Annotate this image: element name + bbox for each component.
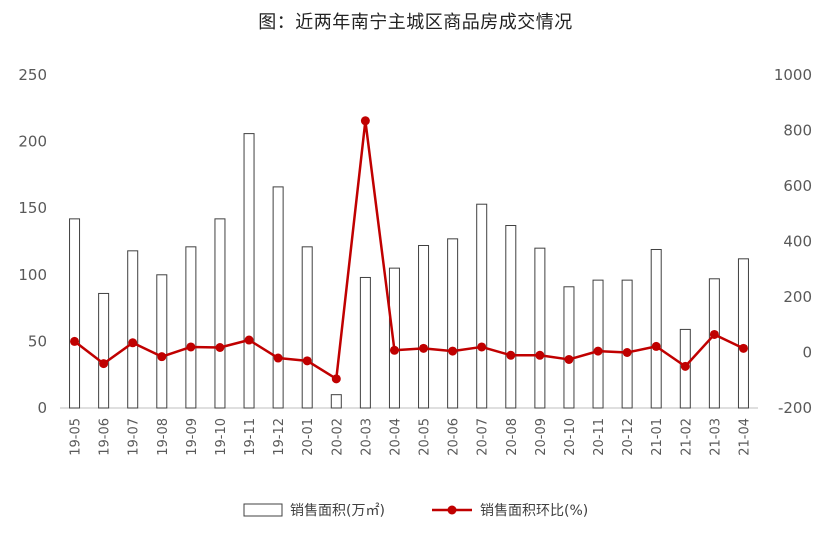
bar-21-04	[737, 258, 749, 409]
y-right-tick-label: 200	[783, 288, 812, 306]
bar-19-05	[69, 218, 81, 409]
bar-20-08	[505, 225, 517, 409]
bar-19-08	[156, 274, 168, 409]
line-point-21-01	[651, 341, 661, 351]
line-point-20-01	[302, 356, 312, 366]
y-right-tick-label: 800	[783, 122, 812, 140]
line-point-20-08	[506, 350, 516, 360]
line-point-20-03	[360, 116, 370, 126]
bar-20-11	[592, 279, 604, 409]
y-right-tick-label: 1000	[774, 66, 812, 84]
x-tick-label: 20-04	[388, 418, 403, 456]
line-point-20-09	[535, 350, 545, 360]
x-tick-label: 20-07	[476, 418, 491, 456]
x-tick-label: 21-02	[679, 418, 694, 456]
x-tick-label: 20-01	[301, 418, 316, 456]
x-tick-label: 20-06	[447, 418, 462, 456]
bar-19-06	[98, 292, 110, 409]
bar-19-07	[127, 250, 139, 409]
bar-20-06	[447, 238, 459, 409]
x-tick-label: 19-11	[243, 418, 258, 456]
y-right-tick-label: 400	[783, 233, 812, 251]
line-point-19-10	[215, 343, 225, 353]
bar-20-09	[534, 247, 546, 409]
x-tick-label: 19-09	[185, 418, 200, 456]
line-point-19-07	[128, 338, 138, 348]
x-tick-label: 19-08	[156, 418, 171, 456]
bar-20-02	[330, 394, 342, 409]
line-point-20-05	[419, 343, 429, 353]
line-point-19-11	[244, 335, 254, 345]
y-left-tick-label: 100	[18, 266, 47, 284]
bar-19-09	[185, 246, 197, 409]
line-point-19-08	[157, 352, 167, 362]
line-point-20-02	[331, 374, 341, 384]
x-tick-label: 19-12	[272, 418, 287, 456]
y-left-tick-label: 150	[18, 199, 47, 217]
legend-line-marker	[447, 505, 457, 515]
x-tick-label: 21-04	[737, 418, 752, 456]
y-right-tick-label: 0	[802, 344, 812, 362]
x-tick-label: 20-12	[621, 418, 636, 456]
line-point-21-03	[709, 329, 719, 339]
y-right-tick-label: -200	[778, 399, 812, 417]
bar-20-07	[476, 203, 488, 409]
x-tick-label: 19-10	[214, 418, 229, 456]
x-tick-label: 20-11	[592, 418, 607, 456]
x-tick-label: 19-06	[98, 418, 113, 456]
bar-19-11	[243, 133, 255, 409]
y-left-tick-label: 200	[18, 133, 47, 151]
bar-20-04	[388, 267, 400, 409]
y-left-tick-label: 50	[28, 332, 47, 350]
line-series-path	[73, 119, 744, 381]
x-tick-label: 20-09	[534, 418, 549, 456]
legend-bar-label: 销售面积(万㎡)	[290, 503, 385, 519]
bar-20-10	[563, 286, 575, 409]
bar-20-05	[418, 244, 430, 409]
bar-20-03	[359, 276, 371, 409]
line-point-20-12	[622, 348, 632, 357]
line-point-20-11	[593, 346, 603, 356]
line-point-20-10	[564, 354, 574, 364]
y-left-tick-label: 0	[37, 399, 47, 417]
y-left-tick-label: 250	[18, 66, 47, 84]
bar-19-12	[272, 186, 284, 409]
legend-bar-swatch	[243, 503, 283, 517]
x-tick-label: 19-05	[69, 418, 84, 456]
line-point-19-05	[70, 336, 80, 346]
legend-line-label: 销售面积环比(%)	[480, 503, 588, 519]
x-tick-label: 20-10	[563, 418, 578, 456]
x-tick-label: 20-02	[330, 418, 345, 456]
line-point-20-06	[448, 346, 458, 356]
line-point-20-04	[389, 345, 399, 355]
x-tick-label: 20-08	[505, 418, 520, 456]
bar-21-01	[650, 248, 662, 409]
line-point-21-02	[680, 361, 690, 371]
bar-19-10	[214, 218, 226, 409]
x-tick-label: 19-07	[127, 418, 142, 456]
x-tick-label: 21-01	[650, 418, 665, 456]
bar-21-03	[708, 278, 720, 409]
x-tick-label: 20-05	[418, 418, 433, 456]
line-point-19-06	[99, 359, 109, 369]
y-right-tick-label: 600	[783, 177, 812, 195]
line-point-20-07	[477, 342, 487, 352]
bar-20-01	[301, 246, 313, 409]
x-tick-label: 20-03	[359, 418, 374, 456]
line-point-21-04	[738, 343, 748, 353]
x-tick-label: 21-03	[708, 418, 723, 456]
line-point-19-09	[186, 342, 196, 352]
line-point-19-12	[273, 353, 283, 363]
bar-20-12	[621, 279, 633, 409]
chart-title: 图：近两年南宁主城区商品房成交情况	[258, 12, 573, 33]
